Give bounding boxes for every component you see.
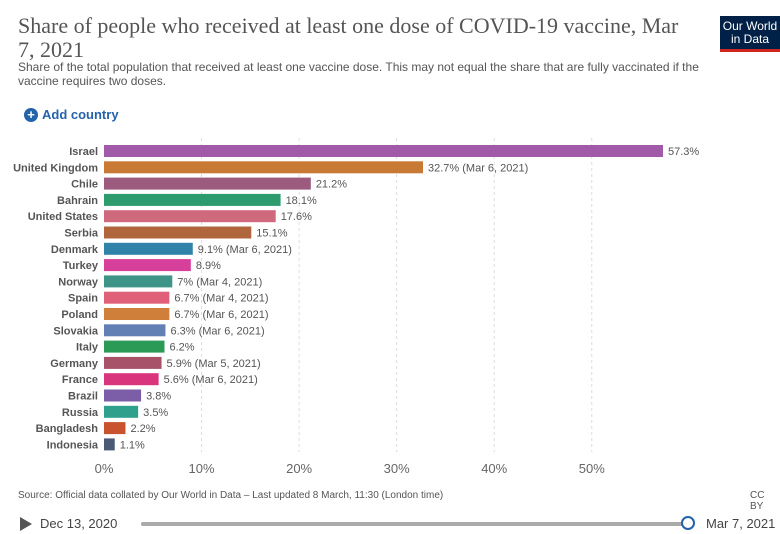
chart-subtitle: Share of the total population that recei…: [18, 60, 699, 88]
bar[interactable]: [104, 308, 170, 320]
bar[interactable]: [104, 161, 424, 174]
value-label: 6.7% (Mar 6, 2021): [174, 309, 268, 321]
bar[interactable]: [104, 275, 173, 288]
x-tick-label: 20%: [286, 461, 312, 476]
category-label: Poland: [61, 309, 98, 321]
bar[interactable]: [104, 259, 191, 272]
value-label: 17.6%: [281, 211, 312, 223]
timeline: Dec 13, 2020 Mar 7, 2021: [0, 510, 780, 534]
category-label: Indonesia: [47, 439, 99, 451]
bar[interactable]: [104, 324, 166, 337]
grid-lines: [201, 138, 593, 452]
value-label: 5.6% (Mar 6, 2021): [164, 374, 258, 386]
category-label: Slovakia: [53, 325, 99, 337]
add-country-button[interactable]: + Add country: [24, 107, 119, 122]
category-label: United Kingdom: [13, 162, 98, 174]
timeline-handle[interactable]: [681, 516, 695, 530]
x-tick-label: 10%: [189, 461, 215, 476]
bar[interactable]: [104, 145, 663, 157]
bar[interactable]: [104, 422, 126, 435]
value-label: 3.5%: [143, 407, 168, 419]
value-label: 9.1% (Mar 6, 2021): [198, 244, 292, 256]
category-label: United States: [28, 211, 98, 223]
category-label: France: [62, 374, 98, 386]
bar[interactable]: [104, 291, 170, 304]
value-label: 8.9%: [196, 260, 221, 272]
value-label: 6.3% (Mar 6, 2021): [170, 325, 264, 337]
bar[interactable]: [104, 405, 139, 418]
timeline-end-label: Mar 7, 2021: [706, 516, 776, 531]
category-label: Germany: [50, 358, 99, 370]
add-country-label: Add country: [42, 107, 119, 122]
category-label: Israel: [69, 146, 98, 158]
plus-icon: +: [24, 107, 38, 122]
bar[interactable]: [104, 177, 311, 190]
bar[interactable]: [104, 340, 165, 353]
x-tick-label: 30%: [384, 461, 410, 476]
chart-title: Share of people who received at least on…: [18, 13, 679, 62]
category-label: Italy: [76, 342, 99, 354]
category-label: Norway: [58, 276, 99, 288]
logo-line-2: in Data: [730, 32, 770, 46]
value-label: 6.2%: [169, 342, 194, 354]
category-label: Denmark: [51, 244, 99, 256]
value-label: 32.7% (Mar 6, 2021): [428, 162, 528, 174]
category-label: Spain: [68, 293, 98, 305]
value-label: 2.2%: [130, 423, 155, 435]
x-tick-label: 40%: [481, 461, 507, 476]
category-label: Bahrain: [57, 195, 98, 207]
x-axis-ticks: 0% 10% 20% 30% 40% 50%: [95, 461, 606, 476]
value-label: 1.1%: [120, 439, 145, 451]
category-label: Serbia: [64, 228, 99, 240]
category-label: Turkey: [63, 260, 99, 272]
value-label: 5.9% (Mar 5, 2021): [167, 358, 261, 370]
license-link[interactable]: CC BY: [750, 490, 765, 512]
bar[interactable]: [104, 389, 142, 402]
x-tick-label: 50%: [579, 461, 605, 476]
category-label: Chile: [71, 179, 98, 191]
bar[interactable]: [104, 356, 162, 369]
bar[interactable]: [104, 438, 115, 451]
value-label: 21.2%: [316, 179, 347, 191]
bar[interactable]: [104, 226, 252, 239]
x-tick-label: 0%: [95, 461, 114, 476]
value-label: 57.3%: [668, 146, 699, 158]
value-label: 3.8%: [146, 391, 171, 403]
timeline-start-label: Dec 13, 2020: [40, 516, 118, 531]
category-label: Russia: [62, 407, 99, 419]
source-note: Source: Official data collated by Our Wo…: [18, 490, 444, 501]
timeline-fill: [141, 522, 688, 526]
logo-line-1: Our World: [722, 19, 778, 33]
value-label: 7% (Mar 4, 2021): [177, 276, 262, 288]
bar-chart: Israel 57.3% United Kingdom 32.7% (Mar 6, 2…: [13, 138, 699, 476]
value-label: 18.1%: [286, 195, 317, 207]
bar[interactable]: [104, 242, 193, 255]
bar[interactable]: [104, 373, 159, 386]
category-label: Brazil: [68, 391, 98, 403]
bar[interactable]: [104, 210, 276, 223]
play-icon[interactable]: [20, 517, 32, 531]
timeline-track[interactable]: [141, 522, 688, 526]
owid-logo[interactable]: Our World in Data: [720, 16, 780, 52]
value-label: 15.1%: [256, 228, 287, 240]
category-label: Bangladesh: [36, 423, 99, 435]
bar[interactable]: [104, 193, 281, 206]
bars: Israel 57.3% United Kingdom 32.7% (Mar 6, 2…: [13, 145, 699, 451]
value-label: 6.7% (Mar 4, 2021): [174, 293, 268, 305]
